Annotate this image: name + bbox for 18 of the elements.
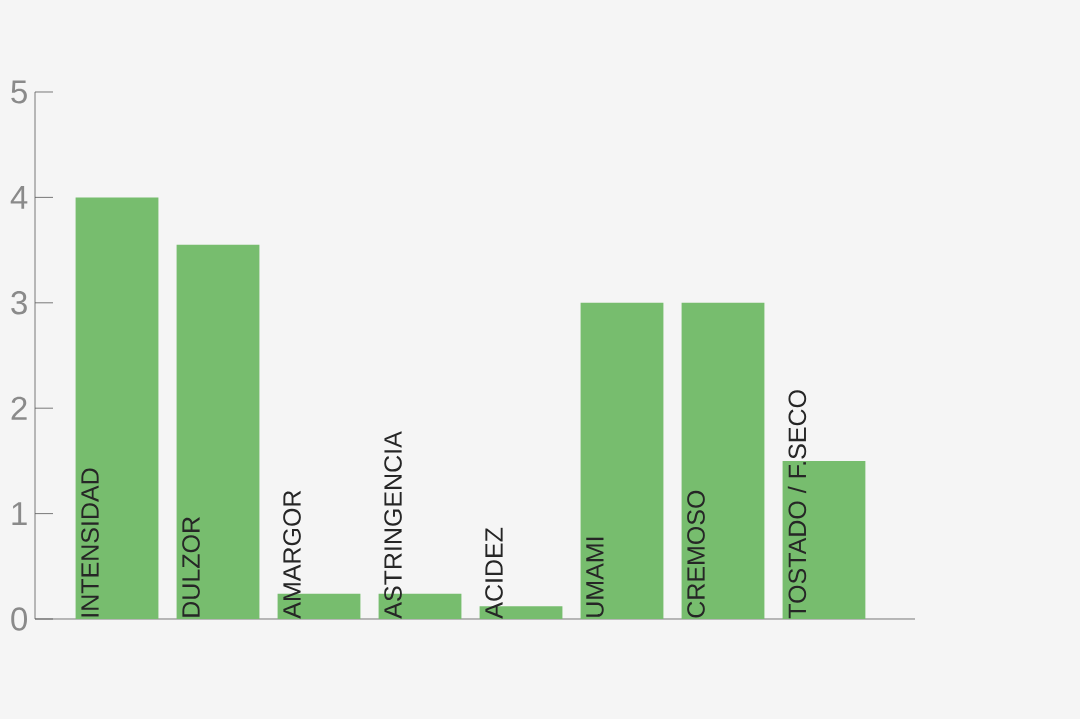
- x-tick-label: DULZOR: [182, 517, 200, 617]
- bar: [580, 302, 664, 619]
- bar: [681, 302, 765, 619]
- x-tick-label: INTENSIDAD: [81, 468, 99, 617]
- x-tick-label: ASTRINGENCIA: [384, 431, 402, 619]
- x-tick-label: TOSTADO / F.SECO: [787, 390, 807, 619]
- bar: [176, 244, 260, 619]
- x-tick-label: UMAMI: [586, 537, 604, 617]
- y-tick-label: 2: [11, 396, 27, 420]
- y-tick-label: 1: [12, 502, 27, 525]
- x-tick-label: AMARGOR: [283, 490, 301, 619]
- bar: [75, 197, 159, 619]
- y-tick-label: 5: [11, 80, 27, 104]
- y-tick-label: 3: [11, 291, 27, 315]
- x-tick-label: ACIDEZ: [485, 527, 503, 619]
- x-tick-label: CREMOSO: [687, 490, 705, 618]
- y-tick-label: 0: [11, 607, 28, 631]
- y-tick-label: 4: [10, 186, 28, 209]
